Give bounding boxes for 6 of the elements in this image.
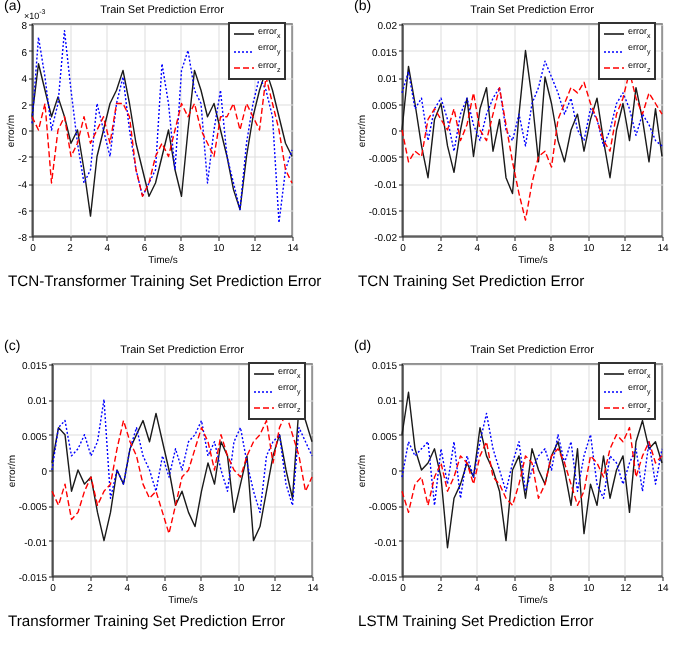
line-series: [51, 398, 313, 514]
line-series: [401, 60, 663, 152]
line-series: [31, 76, 293, 197]
line-series: [401, 412, 663, 507]
line-series: [31, 29, 293, 224]
line-series: [401, 426, 663, 514]
